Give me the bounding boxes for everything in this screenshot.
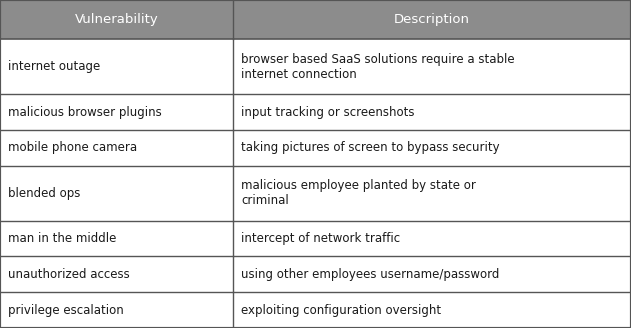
Text: malicious browser plugins: malicious browser plugins (8, 106, 162, 119)
Text: using other employees username/password: using other employees username/password (242, 268, 500, 281)
Bar (0, 94, 631, 130)
Text: browser based SaaS solutions require a stable
internet connection: browser based SaaS solutions require a s… (242, 53, 515, 81)
Text: Description: Description (394, 13, 470, 26)
Text: mobile phone camera: mobile phone camera (8, 141, 137, 154)
Bar (0, 0, 631, 39)
Bar (0, 130, 631, 166)
Text: malicious employee planted by state or
criminal: malicious employee planted by state or c… (242, 179, 476, 207)
Bar (0, 256, 631, 292)
Text: Vulnerability: Vulnerability (75, 13, 158, 26)
Text: man in the middle: man in the middle (8, 232, 116, 245)
Text: internet outage: internet outage (8, 60, 100, 73)
Bar (0, 39, 631, 94)
Bar (0, 292, 631, 328)
Text: blended ops: blended ops (8, 187, 80, 200)
Text: intercept of network traffic: intercept of network traffic (242, 232, 401, 245)
Text: privilege escalation: privilege escalation (8, 304, 124, 317)
Text: exploiting configuration oversight: exploiting configuration oversight (242, 304, 442, 317)
Text: input tracking or screenshots: input tracking or screenshots (242, 106, 415, 119)
Text: taking pictures of screen to bypass security: taking pictures of screen to bypass secu… (242, 141, 500, 154)
Bar (0, 166, 631, 221)
Text: unauthorized access: unauthorized access (8, 268, 130, 281)
Bar (0, 221, 631, 256)
